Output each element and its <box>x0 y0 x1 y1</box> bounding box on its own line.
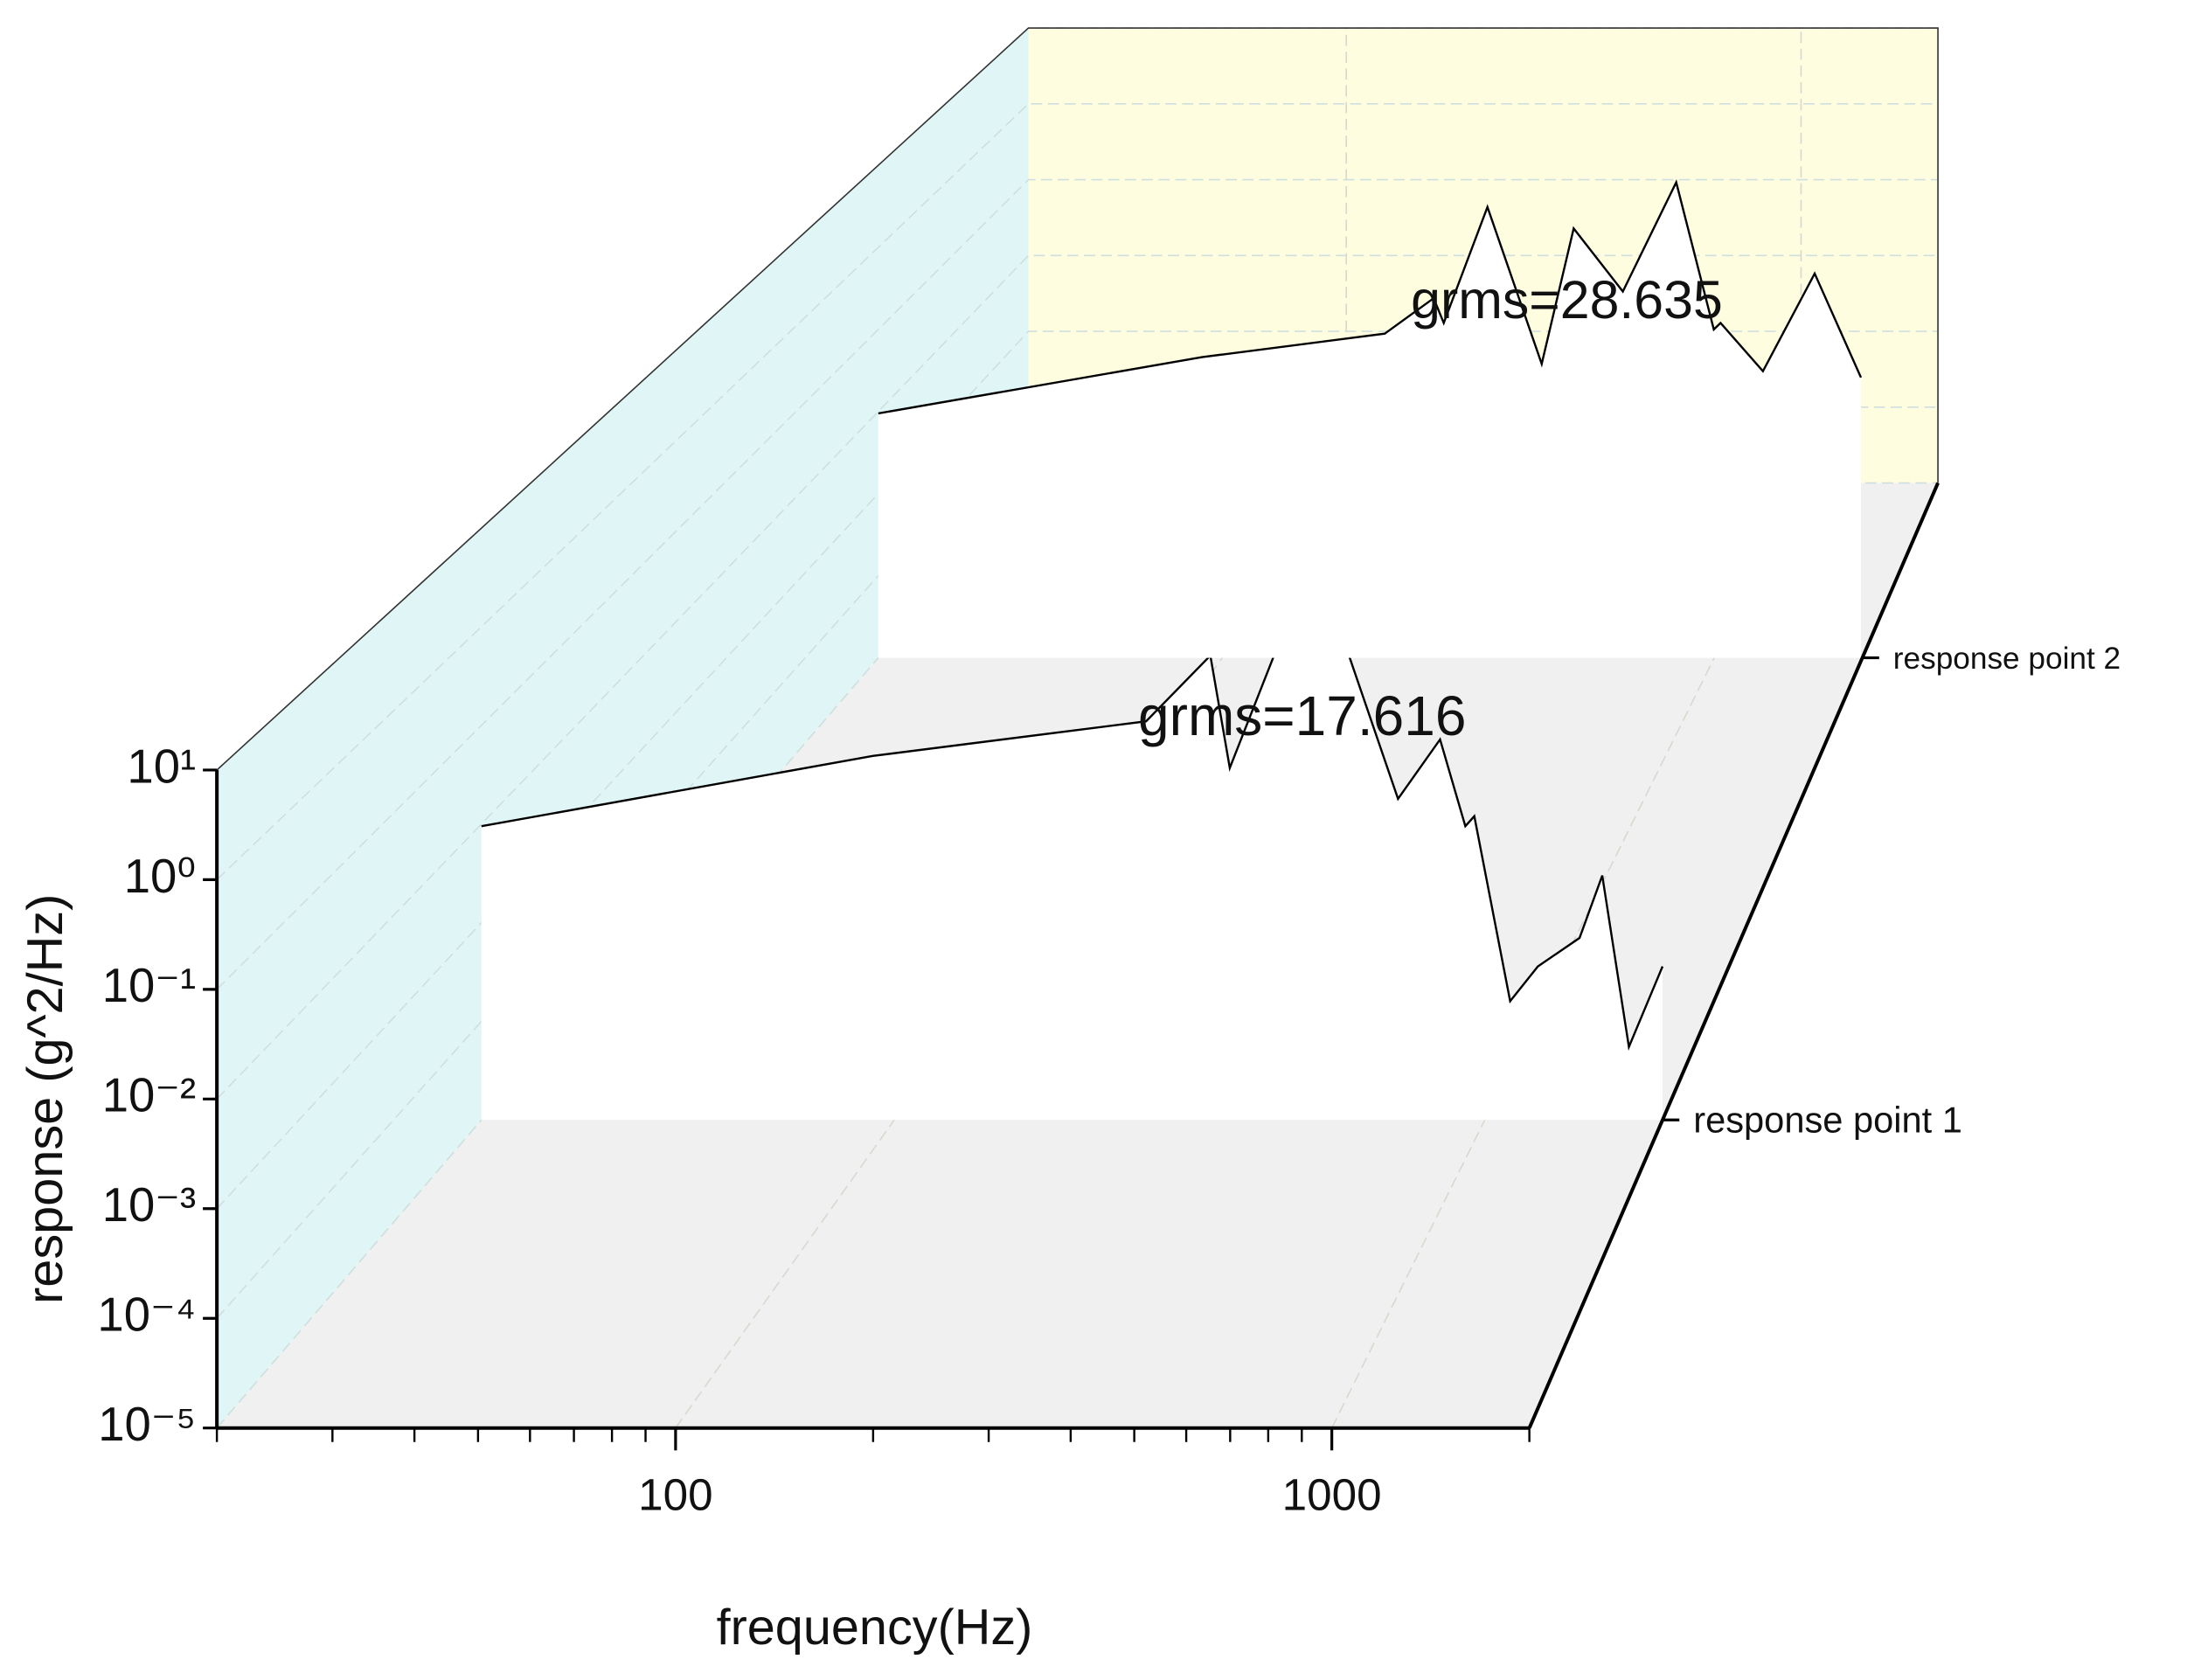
grid-line <box>216 254 1939 1100</box>
grid-line <box>216 178 1939 990</box>
left-wall <box>217 28 1029 1428</box>
z-axis <box>1527 482 1940 1429</box>
series-sheet <box>481 553 1663 1121</box>
series-sheet <box>878 182 1861 658</box>
box-edge <box>216 27 1939 771</box>
x-tick-label: 100 <box>638 1469 712 1519</box>
y-tick-label: 10⁰ <box>124 850 196 903</box>
grid-line <box>675 28 1348 1429</box>
annotation: grms=17.616 <box>1138 684 1466 747</box>
x-tick-label: 1000 <box>1282 1469 1382 1519</box>
y-tick-label: 10¹ <box>127 739 196 793</box>
y-tick-label: 10⁻⁵ <box>98 1398 196 1451</box>
x-axis-label: frequency(Hz) <box>717 1600 1033 1656</box>
series-line <box>481 551 1664 1052</box>
annotation: grms=28.635 <box>1411 270 1723 330</box>
axes: response point 1 response point 2 10¹ 10⁰ 10… <box>97 642 2121 1519</box>
y-tick-label: 10⁻¹ <box>102 959 196 1012</box>
y-axis-label: response (g^2/Hz) <box>17 894 73 1304</box>
legend-label: response point 1 <box>1693 1099 1962 1140</box>
y-tick-label: 10⁻² <box>102 1069 196 1122</box>
series-line <box>878 179 1863 415</box>
y-tick-label: 10⁻³ <box>102 1178 196 1232</box>
legend-label: response point 2 <box>1893 642 2121 676</box>
y-tick-label: 10⁻⁴ <box>97 1288 196 1342</box>
series-sheets: grms=17.616 grms=28.635 <box>481 179 1863 1121</box>
grid-line <box>216 102 1939 880</box>
